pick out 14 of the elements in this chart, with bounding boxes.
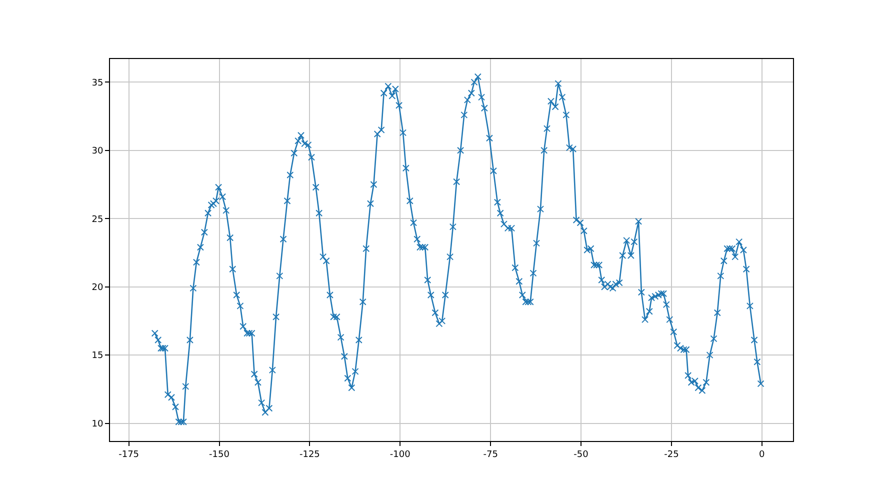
x-tick-label: -75 <box>483 450 498 460</box>
x-tick-label: -175 <box>118 450 140 460</box>
x-tick-label: -100 <box>390 450 411 460</box>
x-tick-label: 0 <box>759 450 766 460</box>
y-tick-label: 10 <box>92 419 104 430</box>
x-tick-label: -25 <box>664 450 679 460</box>
y-tick-label: 25 <box>92 214 104 225</box>
x-tick-label: -125 <box>299 450 320 460</box>
y-tick-label: 35 <box>92 78 104 88</box>
y-tick-label: 15 <box>92 351 104 362</box>
y-tick-label: 20 <box>92 282 104 293</box>
y-tick-label: 30 <box>92 146 104 157</box>
x-tick-label: -50 <box>574 450 589 460</box>
x-tick-label: -150 <box>209 450 230 460</box>
